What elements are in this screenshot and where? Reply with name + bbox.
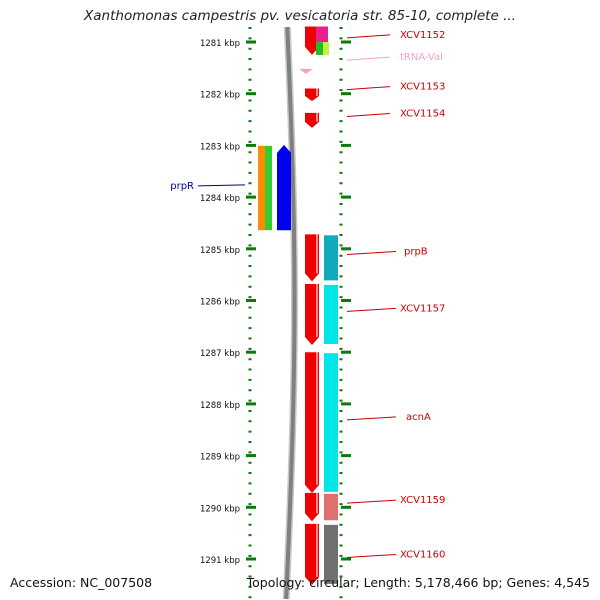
accession-text: Accession: NC_007508: [10, 575, 153, 590]
gene-arrow[interactable]: [305, 492, 319, 522]
gene-arrow[interactable]: [305, 88, 319, 101]
gene-label[interactable]: XCV1154: [400, 108, 445, 119]
gene-arrow[interactable]: [305, 234, 319, 282]
gene-highlight: [316, 523, 318, 577]
gene-label[interactable]: prpR: [170, 181, 194, 192]
cog-lane: [265, 145, 272, 231]
trna-feature[interactable]: [299, 68, 313, 74]
gene-label[interactable]: acnA: [406, 412, 431, 423]
cog-lane: [324, 493, 338, 521]
scale-tick-label: 1290 kbp: [200, 504, 240, 514]
gene-highlight: [316, 234, 318, 274]
map-title: Xanthomonas campestris pv. vesicatoria s…: [84, 8, 516, 24]
scale-tick-label: 1281 kbp: [200, 39, 240, 49]
cog-lane: [316, 26, 328, 43]
gene-arrow[interactable]: [305, 523, 319, 585]
gene-highlight: [316, 492, 318, 514]
gene-label[interactable]: XCV1160: [400, 549, 445, 560]
cog-lane: [324, 235, 338, 281]
scale-tick-label: 1284 kbp: [200, 194, 240, 204]
scale-tick-label: 1286 kbp: [200, 298, 240, 308]
gene-highlight: [316, 352, 318, 485]
genome-backbone: [284, 26, 297, 600]
label-leader: [346, 86, 391, 91]
label-leader: [346, 553, 397, 558]
scale-tick-label: 1282 kbp: [200, 91, 240, 101]
label-leader: [346, 250, 397, 255]
cog-lane: [324, 524, 338, 584]
gene-label[interactable]: XCV1153: [400, 82, 445, 93]
topology-text: Topology: circular; Length: 5,178,466 bp…: [246, 575, 590, 590]
gene-label[interactable]: XCV1157: [400, 303, 445, 314]
cog-lane: [324, 353, 338, 492]
gene-label[interactable]: prpB: [404, 246, 428, 257]
gene-arrow[interactable]: [305, 352, 319, 493]
label-leader: [197, 184, 246, 187]
gene-label[interactable]: XCV1159: [400, 495, 445, 506]
cog-lane: [324, 284, 338, 344]
scale-tick-label: 1287 kbp: [200, 349, 240, 359]
label-leader: [346, 34, 391, 39]
gene-highlight: [316, 283, 318, 337]
label-leader: [346, 56, 391, 61]
cog-lane: [323, 42, 329, 55]
gene-arrow[interactable]: [305, 26, 319, 55]
scale-tick-label: 1285 kbp: [200, 246, 240, 256]
label-leader: [346, 499, 397, 504]
backbone-layer: [282, 26, 298, 600]
scale-tick-label: 1291 kbp: [200, 556, 240, 566]
gene-label[interactable]: tRNA-Val: [400, 52, 443, 63]
gene-arrow[interactable]: [277, 144, 291, 231]
label-leader: [346, 416, 397, 421]
cog-lane: [258, 145, 265, 231]
gene-arrow[interactable]: [305, 112, 319, 128]
cog-lane: [316, 42, 323, 55]
scale-layer: 1281 kbp 1282 kbp 1283 kbp 1284 kbp 1285 kbp…: [200, 27, 351, 600]
gene-highlight: [316, 112, 318, 122]
gene-arrow[interactable]: [305, 283, 319, 345]
genes-layer: [258, 26, 338, 585]
label-leader: [346, 112, 391, 117]
labels-layer: XCV1152 tRNA-Val XCV1153 XCV1154 prpR prpB XCV…: [170, 30, 445, 561]
label-leader: [346, 307, 397, 312]
scale-tick-label: 1288 kbp: [200, 401, 240, 411]
gene-highlight: [316, 88, 318, 96]
scale-tick-label: 1289 kbp: [200, 453, 240, 463]
gene-label[interactable]: XCV1152: [400, 30, 445, 41]
scale-tick-label: 1283 kbp: [200, 142, 240, 152]
